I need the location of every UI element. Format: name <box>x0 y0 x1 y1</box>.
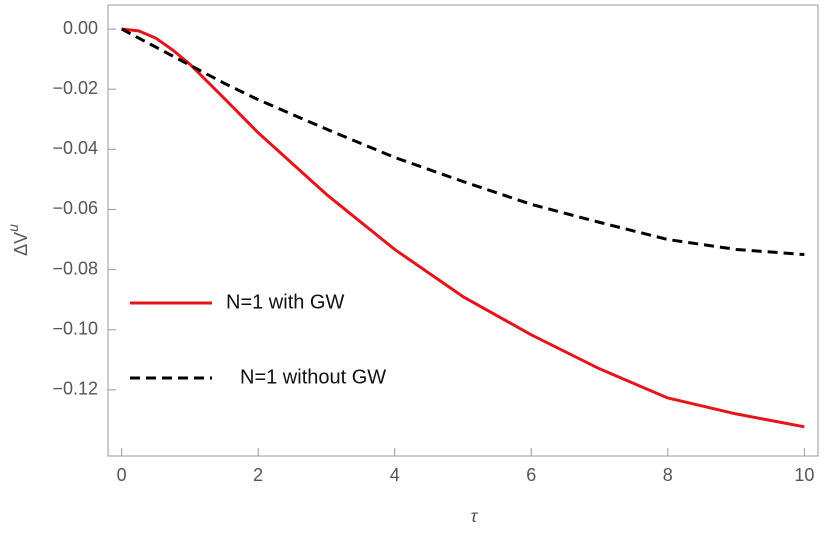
x-tick-label: 4 <box>390 465 400 485</box>
y-axis-label-main: ΔV <box>11 232 31 256</box>
x-tick-label: 6 <box>526 465 536 485</box>
y-tick-label: −0.08 <box>52 258 98 278</box>
y-tick-label: −0.02 <box>52 78 98 98</box>
y-tick-label: −0.06 <box>52 198 98 218</box>
y-tick-label: −0.12 <box>52 379 98 399</box>
y-tick-label: 0.00 <box>63 18 98 38</box>
y-axis-label-superscript: u <box>5 224 21 232</box>
x-tick-label: 10 <box>794 465 814 485</box>
y-tick-label: −0.10 <box>52 318 98 338</box>
y-tick-label: −0.04 <box>52 138 98 158</box>
x-tick-label: 0 <box>117 465 127 485</box>
x-tick-label: 8 <box>663 465 673 485</box>
legend-label: N=1 without GW <box>240 366 386 388</box>
series-line <box>120 27 805 257</box>
legend-label: N=1 with GW <box>226 291 344 313</box>
x-axis-label: τ <box>471 506 479 526</box>
y-axis-label: ΔVu <box>5 224 31 256</box>
series-line <box>121 27 805 429</box>
plot-frame <box>107 4 819 457</box>
x-tick-label: 2 <box>253 465 263 485</box>
